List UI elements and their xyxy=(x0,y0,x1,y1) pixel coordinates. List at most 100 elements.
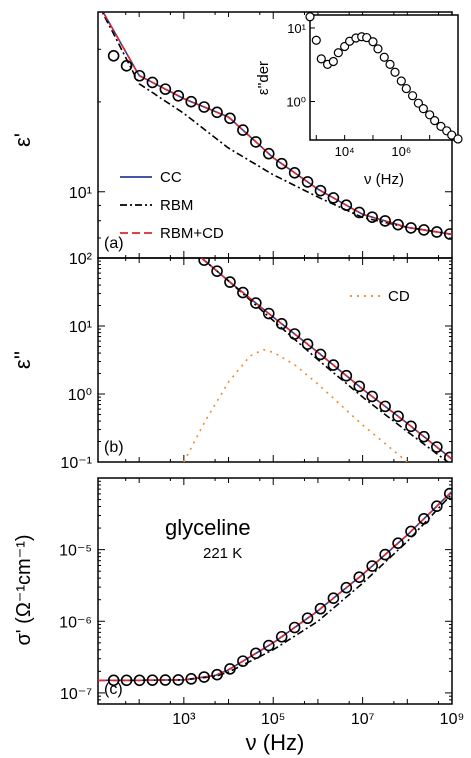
inset-marker xyxy=(401,83,411,94)
inset-marker xyxy=(333,48,343,58)
data-marker xyxy=(340,581,353,594)
legend-label: RBM+CD xyxy=(160,225,224,242)
inset-marker xyxy=(368,37,378,47)
data-marker xyxy=(366,211,378,223)
inset: 10⁴ 10⁶ 10¹ 10⁰ ν (Hz) ε''der xyxy=(255,12,463,188)
y-axis-label-b: ε'' xyxy=(10,351,35,369)
series-rbm xyxy=(201,258,450,462)
data-marker xyxy=(327,359,340,371)
annotation-temperature: 221 K xyxy=(203,545,242,562)
data-marker xyxy=(262,639,275,652)
inset-marker xyxy=(379,52,389,62)
data-marker xyxy=(301,338,314,350)
x-tick-label: 10⁷ xyxy=(351,711,375,728)
data-marker xyxy=(288,328,301,340)
series-cd xyxy=(183,348,408,462)
data-marker xyxy=(237,286,249,299)
data-marker xyxy=(185,673,198,685)
y-axis-label-c: σ' (Ω⁻¹cm⁻¹) xyxy=(13,534,35,645)
series-rbm xyxy=(101,12,452,236)
data-marker xyxy=(405,420,417,433)
y-tick-label: 10⁻¹ xyxy=(60,455,92,472)
data-marker xyxy=(443,487,452,500)
panel-b: 10² 10¹ 10⁰ 10⁻¹ (b) xyxy=(60,251,453,472)
series-rbm xyxy=(98,493,452,682)
data-marker xyxy=(120,674,133,687)
data-marker xyxy=(198,101,210,113)
data-marker xyxy=(133,674,146,687)
annotation-sample: glyceline xyxy=(165,515,251,540)
data-marker xyxy=(353,206,366,219)
data-marker xyxy=(340,369,353,382)
data-marker xyxy=(250,136,262,148)
data-marker xyxy=(211,668,223,681)
inset-y-tick-label: 10⁰ xyxy=(286,95,306,110)
data-marker xyxy=(431,500,443,512)
data-marker xyxy=(405,525,417,538)
data-marker xyxy=(275,630,288,643)
data-marker xyxy=(443,228,452,240)
y-tick-label: 10¹ xyxy=(69,185,92,202)
panel-label: (a) xyxy=(104,235,124,252)
data-marker xyxy=(237,124,249,136)
data-marker xyxy=(288,167,301,179)
data-marker xyxy=(379,548,391,561)
inset-marker xyxy=(430,116,440,126)
axes-frame xyxy=(97,257,453,463)
inset-marker xyxy=(328,56,338,67)
data-marker xyxy=(366,390,378,403)
inset-marker xyxy=(425,110,435,120)
data-marker xyxy=(237,655,249,667)
data-marker xyxy=(224,663,236,675)
data-marker xyxy=(418,224,430,236)
data-marker xyxy=(262,307,275,320)
data-marker xyxy=(211,265,223,277)
x-tick-label: 10⁹ xyxy=(440,711,465,728)
data-marker xyxy=(314,602,327,615)
data-marker xyxy=(327,192,340,204)
panel-label: (c) xyxy=(104,681,123,698)
inset-marker xyxy=(418,104,428,114)
data-marker xyxy=(250,647,262,660)
axes-frame xyxy=(97,477,453,705)
y-tick-label: 10⁰ xyxy=(68,387,92,404)
data-marker xyxy=(211,106,223,119)
data-marker xyxy=(379,215,391,227)
panel-label: (b) xyxy=(104,439,124,456)
y-tick-label: 10¹ xyxy=(69,319,92,336)
data-marker xyxy=(185,95,198,108)
y-tick-label: 10² xyxy=(69,251,93,268)
data-marker xyxy=(301,176,314,188)
data-marker xyxy=(314,348,327,361)
data-marker xyxy=(159,83,172,95)
data-marker xyxy=(353,571,366,583)
data-marker xyxy=(224,112,236,125)
inset-marker xyxy=(385,59,395,69)
data-marker xyxy=(146,76,159,89)
y-tick-label: 10⁻⁶ xyxy=(59,614,92,631)
data-marker xyxy=(366,560,378,572)
data-marker xyxy=(107,49,120,62)
data-marker xyxy=(443,451,452,462)
inset-marker xyxy=(373,44,383,54)
inset-x-tick-label: 10⁶ xyxy=(391,144,411,159)
y-axis-label-a: ε' xyxy=(10,133,35,147)
series-rbm-cd xyxy=(201,258,452,460)
data-marker xyxy=(327,592,340,605)
inset-marker xyxy=(316,54,326,64)
legend-label: CC xyxy=(160,169,182,186)
data-marker xyxy=(120,60,133,72)
data-marker xyxy=(392,537,404,549)
panel-c: 10⁻⁵ 10⁻⁶ 10⁻⁷ (c) xyxy=(59,477,453,705)
data-marker xyxy=(198,258,210,266)
legend-label: RBM xyxy=(160,197,193,214)
data-marker xyxy=(224,276,236,288)
x-tick-label: 10³ xyxy=(172,711,196,728)
data-marker xyxy=(262,147,275,160)
data-marker xyxy=(405,222,417,234)
x-tick-label: 10⁵ xyxy=(261,711,285,728)
data-marker xyxy=(431,441,443,453)
x-axis-label: ν (Hz) xyxy=(246,730,305,755)
data-marker xyxy=(172,674,185,686)
